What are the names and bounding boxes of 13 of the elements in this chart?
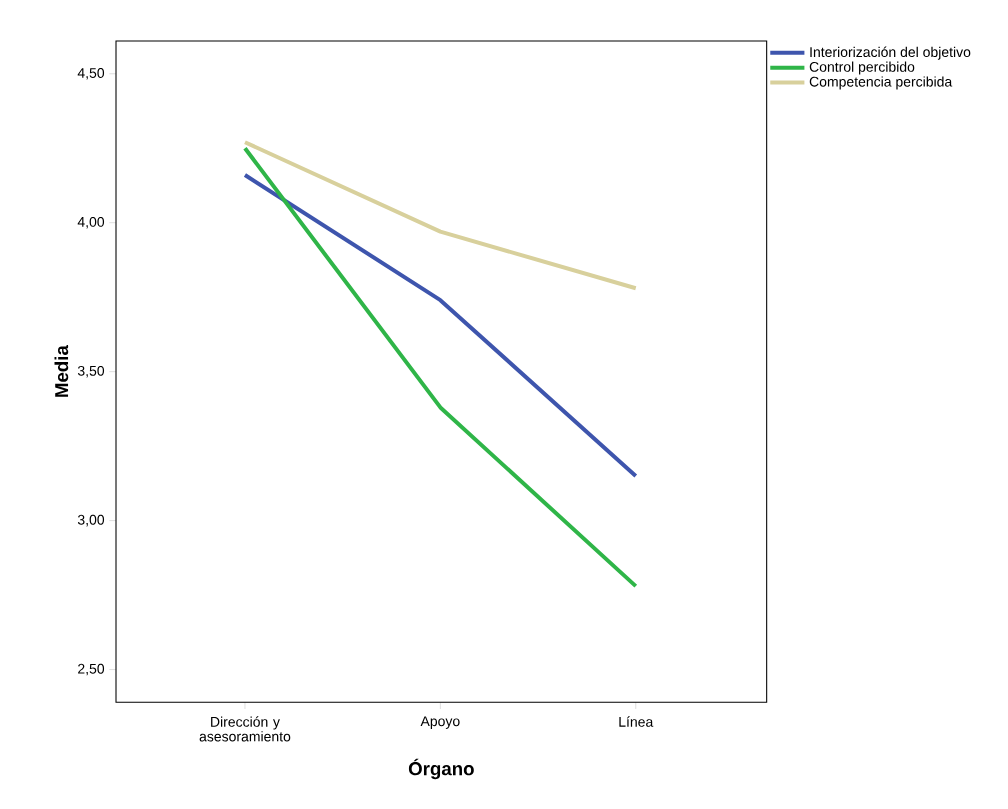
legend-label: Control percibido — [809, 61, 915, 75]
y-tick-label: 3,00 — [77, 514, 105, 527]
x-tick-label: Apoyo — [420, 716, 460, 729]
y-axis-title: Media — [54, 345, 69, 397]
y-tick-label: 4,50 — [77, 67, 105, 80]
y-tick-label: 4,00 — [77, 216, 105, 229]
x-tick-label: Dirección y asesoramiento — [199, 716, 291, 742]
legend-label: Interiorización del objetivo — [810, 46, 971, 60]
x-axis-title: Órgano — [408, 758, 474, 780]
legend-label: Competencia percibida — [809, 76, 953, 90]
y-tick-label: 3,50 — [77, 365, 105, 378]
y-tick-label: 2,50 — [78, 663, 105, 676]
x-tick-label: Línea — [619, 716, 654, 727]
